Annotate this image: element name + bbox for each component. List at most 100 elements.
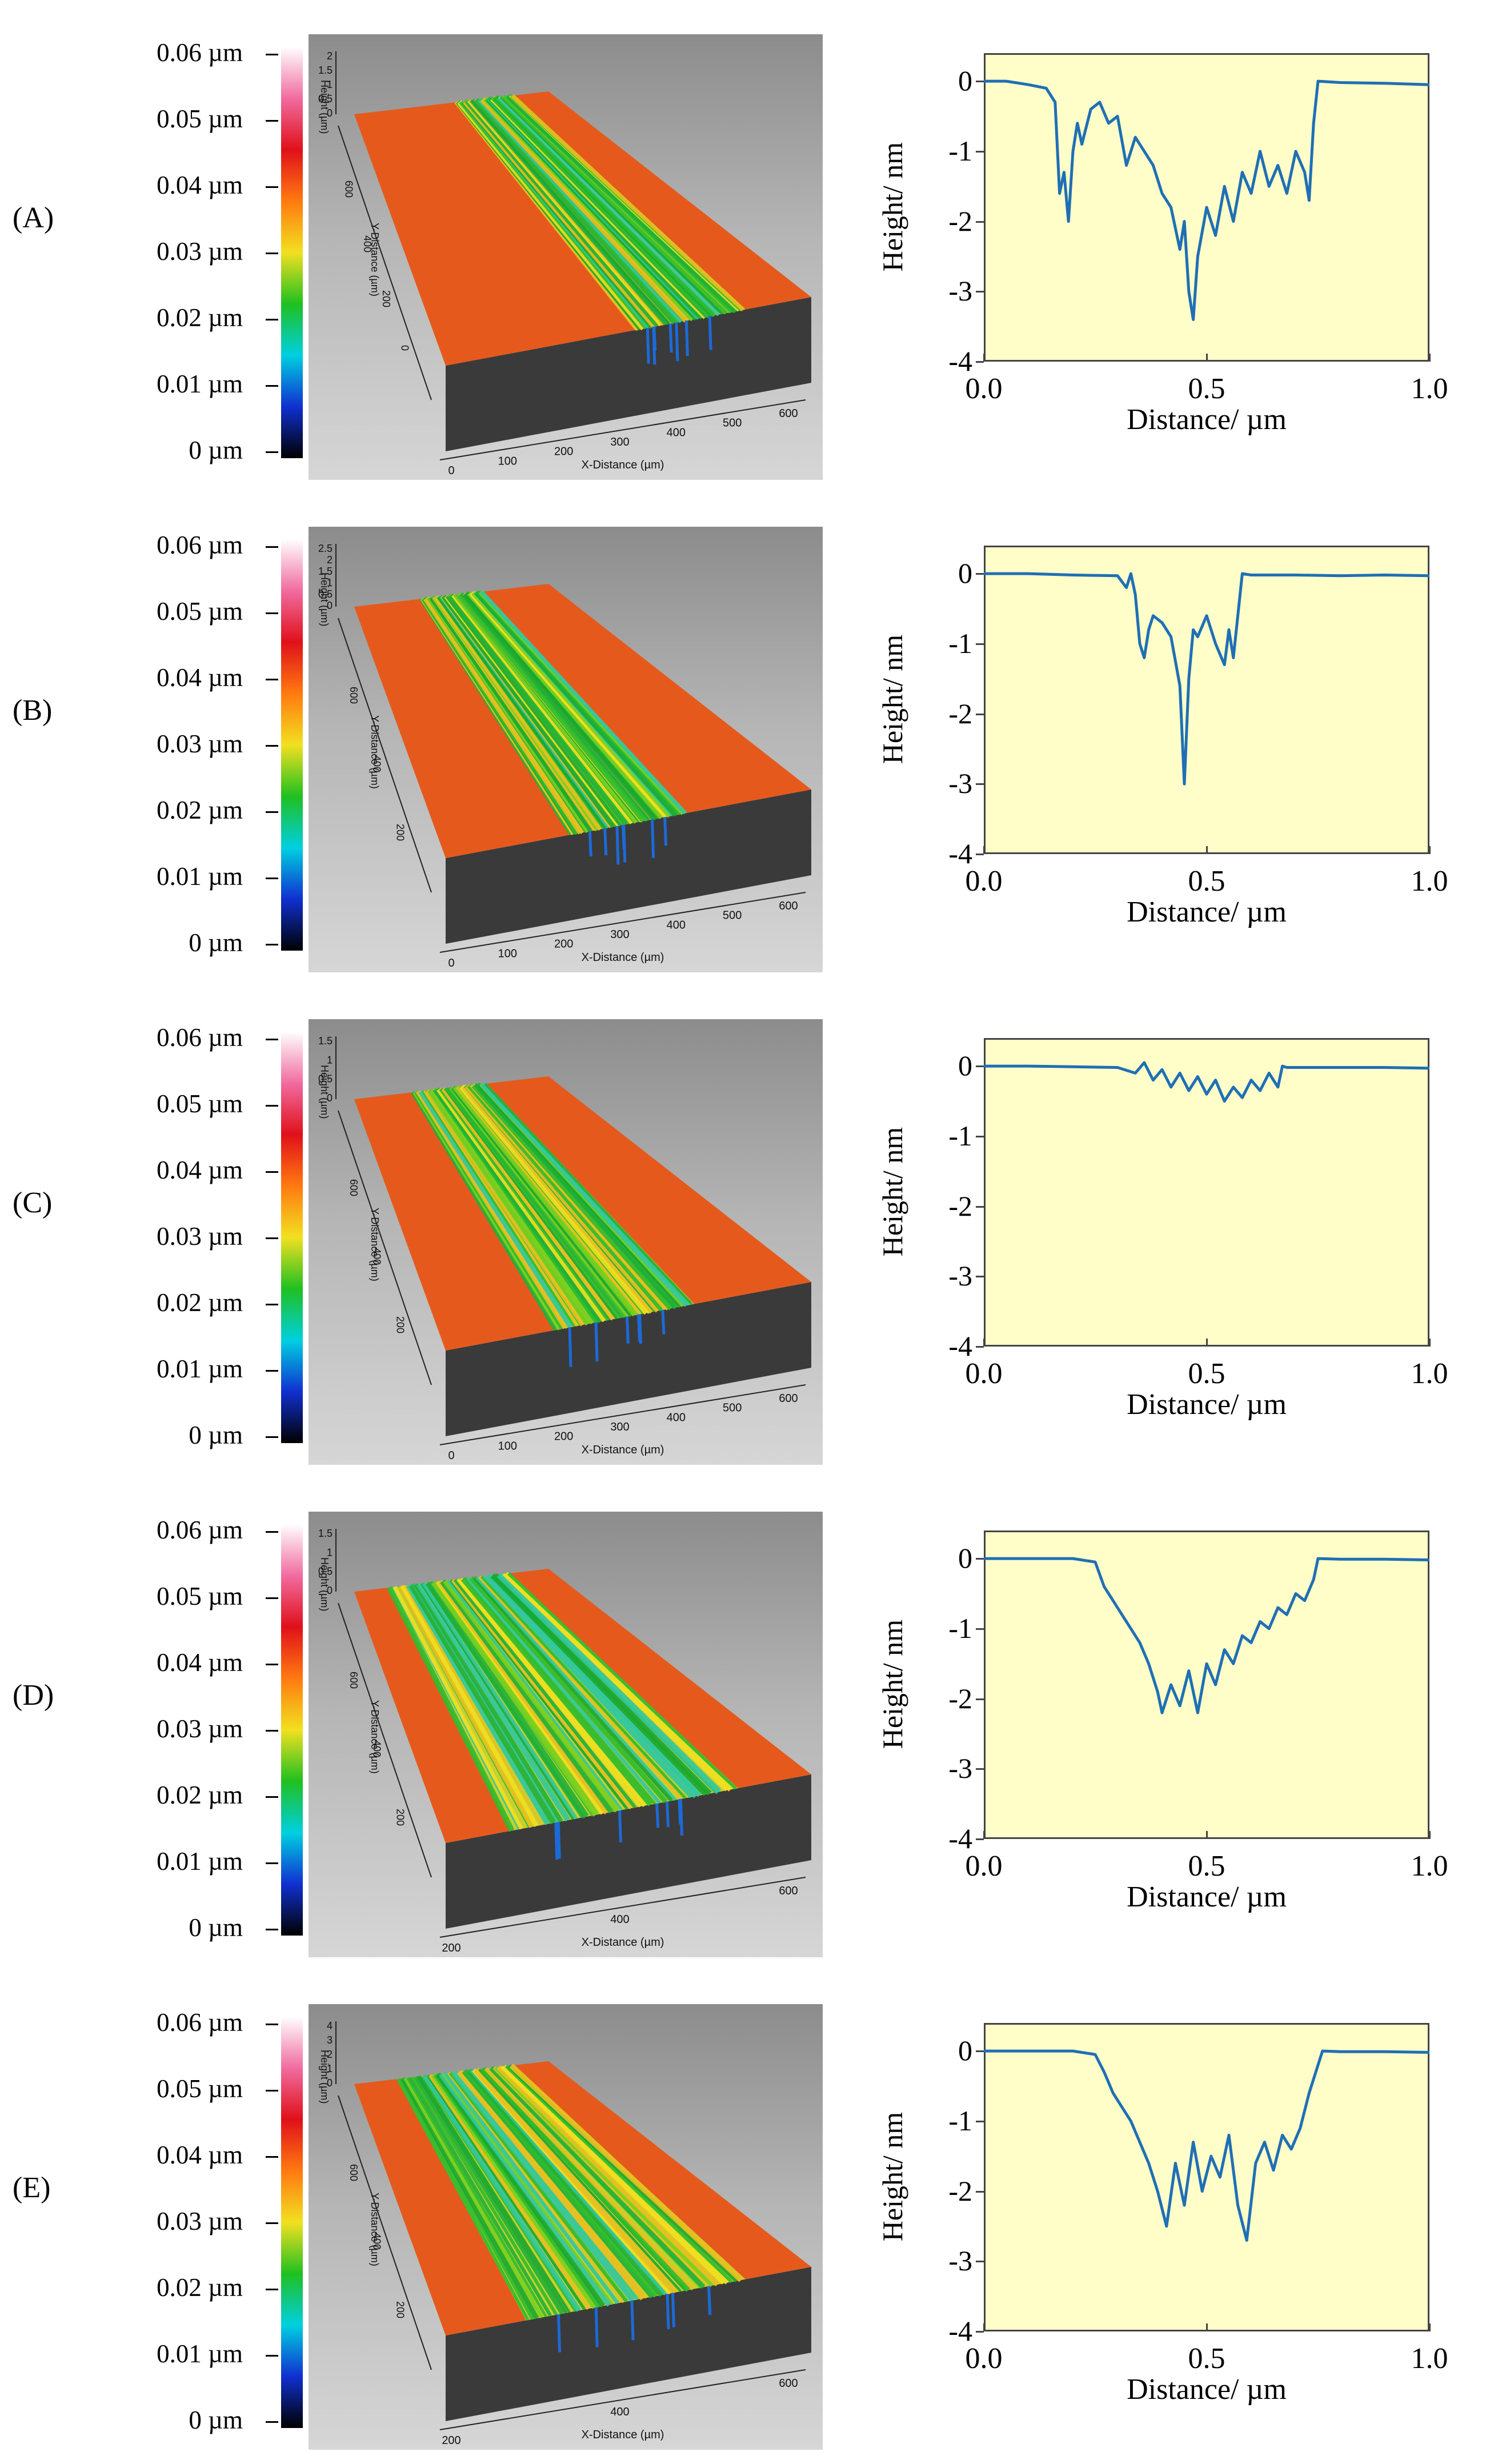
wear-spike	[557, 2314, 562, 2353]
colorbar-tick-mark	[266, 1730, 278, 1732]
surface-y-tick: 600	[348, 1672, 359, 1689]
wear-spike	[638, 1314, 643, 1344]
surface-height-tick: 3	[327, 2034, 333, 2046]
x-axis-label: Distance/ µm	[1127, 896, 1287, 928]
wear-spike	[646, 327, 650, 364]
wear-spike	[655, 1803, 660, 1828]
profile-plot-area	[984, 1531, 1429, 1839]
wear-spike	[652, 326, 657, 351]
surface-y-tick: 600	[343, 181, 355, 198]
colorbar-tick-label: 0.06 µm	[157, 531, 243, 559]
y-tick-mark	[976, 221, 984, 223]
y-tick-mark	[976, 1276, 984, 1278]
x-axis-label: Distance/ µm	[1127, 1881, 1287, 1913]
colorbar-tick-mark	[266, 1039, 278, 1040]
colorbar-tick-mark	[266, 54, 278, 55]
colorbar-tick-mark	[266, 1597, 278, 1599]
surface-x-tick: 600	[779, 2377, 798, 2390]
x-tick-mark	[983, 1339, 985, 1347]
wear-streak	[472, 1576, 674, 1802]
colorbar-tick-mark	[266, 120, 278, 122]
wear-streak	[442, 2073, 614, 2305]
wear-streak	[398, 1585, 534, 1828]
wear-streak	[406, 1584, 550, 1825]
colorbar-tick-label: 0.03 µm	[157, 1222, 243, 1251]
surface-x-tick: 500	[723, 1402, 742, 1415]
surface-height-tick: 0.5	[318, 93, 333, 105]
wear-spike	[554, 1822, 559, 1860]
x-tick-mark	[1206, 1339, 1208, 1347]
y-tick-label: -2	[948, 697, 972, 730]
colorbar-tick-label: 0.05 µm	[157, 1582, 243, 1610]
wear-streak	[458, 1577, 647, 1808]
wear-streak	[399, 2077, 535, 2321]
y-axis-label: Height/ nm	[876, 1127, 908, 1257]
surface-x-tick: 200	[554, 938, 573, 951]
y-tick-label: -2	[948, 1189, 972, 1222]
colorbar-tick-label: 0 µm	[189, 928, 243, 957]
wear-streak	[396, 2078, 530, 2321]
wear-streak	[489, 2066, 706, 2289]
surface-front-face	[446, 790, 811, 944]
surface-x-tick: 200	[442, 1942, 460, 1954]
x-tick-mark	[983, 354, 985, 362]
surface-x-tick: 200	[554, 1431, 573, 1443]
surface-y-axis	[338, 1602, 432, 1878]
y-tick-label: -4	[948, 345, 972, 377]
wear-streak	[413, 1583, 563, 1823]
colorbar-tick-label: 0.02 µm	[157, 1781, 243, 1809]
wear-streak	[443, 1579, 620, 1813]
surface-x-tick: 600	[779, 1392, 798, 1405]
wear-streak	[400, 2077, 539, 2320]
surface-height-tick: 1	[327, 79, 333, 90]
colorbar-tick-mark	[266, 944, 278, 945]
surface-y-tick: 200	[394, 824, 406, 841]
panel-label: (C)	[13, 1187, 53, 1219]
wear-streak	[411, 1091, 558, 1331]
colorbar-tick-mark	[266, 811, 278, 813]
wear-spike	[594, 2307, 599, 2347]
wear-spike	[661, 1309, 666, 1335]
colorbar-tick-label: 0.05 µm	[157, 1089, 243, 1118]
wear-streak	[484, 1083, 694, 1305]
colorbar-tick-label: 0.02 µm	[157, 796, 243, 824]
surface-height-label: Height (µm)	[319, 2050, 330, 2104]
surface-height-label: Height (µm)	[319, 1065, 330, 1119]
surface-x-axis	[439, 1384, 806, 1445]
wear-spike	[618, 1810, 623, 1843]
surface-y-tick: 200	[394, 2301, 406, 2318]
colorbar-tick-label: 0.04 µm	[157, 1648, 243, 1677]
wear-spike	[621, 824, 626, 850]
surface-3d-render: 1.5 1 0.5 0 Height (µm) 200 400 600 Y-Distance (…	[309, 1019, 823, 1465]
colorbar-tick-mark	[266, 1796, 278, 1798]
y-tick-mark	[976, 1346, 984, 1348]
y-tick-label: -3	[948, 1752, 972, 1785]
surface-x-axis	[439, 892, 806, 953]
surface-height-tick: 0	[327, 600, 333, 611]
wear-spike	[588, 831, 592, 857]
wear-streak	[456, 1578, 642, 1808]
wear-spike	[625, 1316, 630, 1344]
surface-height-tick: 4	[327, 2020, 333, 2032]
wear-spike	[684, 320, 689, 356]
wear-spike	[666, 1801, 670, 1828]
colorbar-tick-label: 0.04 µm	[157, 1156, 243, 1184]
surface-y-tick: 200	[394, 1809, 406, 1826]
wear-streak	[480, 1576, 687, 1800]
surface-x-tick: 400	[610, 1913, 629, 1926]
panel-b: (B) 0.06 µm 0.05 µm 0.04 µm 0.03 µm 0.02 µm 0.…	[0, 492, 1498, 985]
surface-x-tick: 500	[723, 417, 742, 430]
surface-x-tick: 200	[554, 446, 573, 458]
y-tick-mark	[976, 1838, 984, 1840]
wear-streak	[467, 1084, 664, 1312]
y-tick-mark	[976, 1628, 984, 1630]
wear-streak	[503, 1572, 733, 1792]
x-tick-mark	[1429, 1831, 1431, 1839]
y-tick-mark	[976, 291, 984, 293]
wear-streak	[428, 2074, 591, 2310]
y-tick-label: -4	[948, 838, 972, 870]
surface-front-face	[446, 2267, 811, 2421]
surface-x-tick: 400	[667, 919, 686, 931]
surface-y-label: Y-Distance (µm)	[369, 2193, 380, 2266]
surface-x-tick: 600	[779, 900, 798, 912]
